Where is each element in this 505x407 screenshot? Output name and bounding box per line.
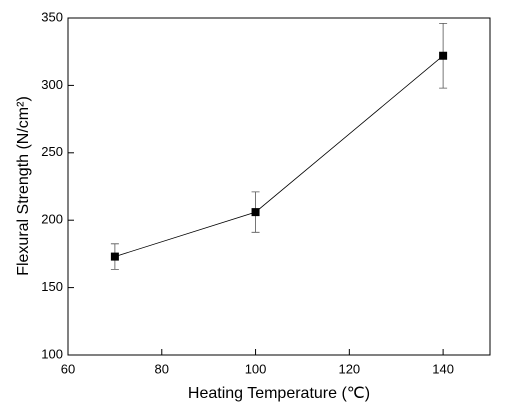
y-tick-label: 100 <box>41 346 63 361</box>
x-tick-label: 120 <box>338 361 360 376</box>
x-axis-title: Heating Temperature (℃) <box>188 385 370 402</box>
data-point <box>110 252 119 261</box>
data-point <box>439 51 448 60</box>
x-tick-label: 60 <box>61 361 75 376</box>
x-tick-label: 100 <box>245 361 267 376</box>
y-axis-title: Flexural Strength (N/cm²) <box>15 96 32 276</box>
x-tick-label: 80 <box>155 361 169 376</box>
y-tick-label: 250 <box>41 144 63 159</box>
y-tick-label: 350 <box>41 9 63 24</box>
y-tick-label: 200 <box>41 212 63 227</box>
y-tick-label: 300 <box>41 77 63 92</box>
data-point <box>251 208 260 217</box>
plot-frame <box>67 17 491 356</box>
y-tick-label: 150 <box>41 279 63 294</box>
x-tick-label: 140 <box>432 361 454 376</box>
data-line <box>114 55 444 257</box>
